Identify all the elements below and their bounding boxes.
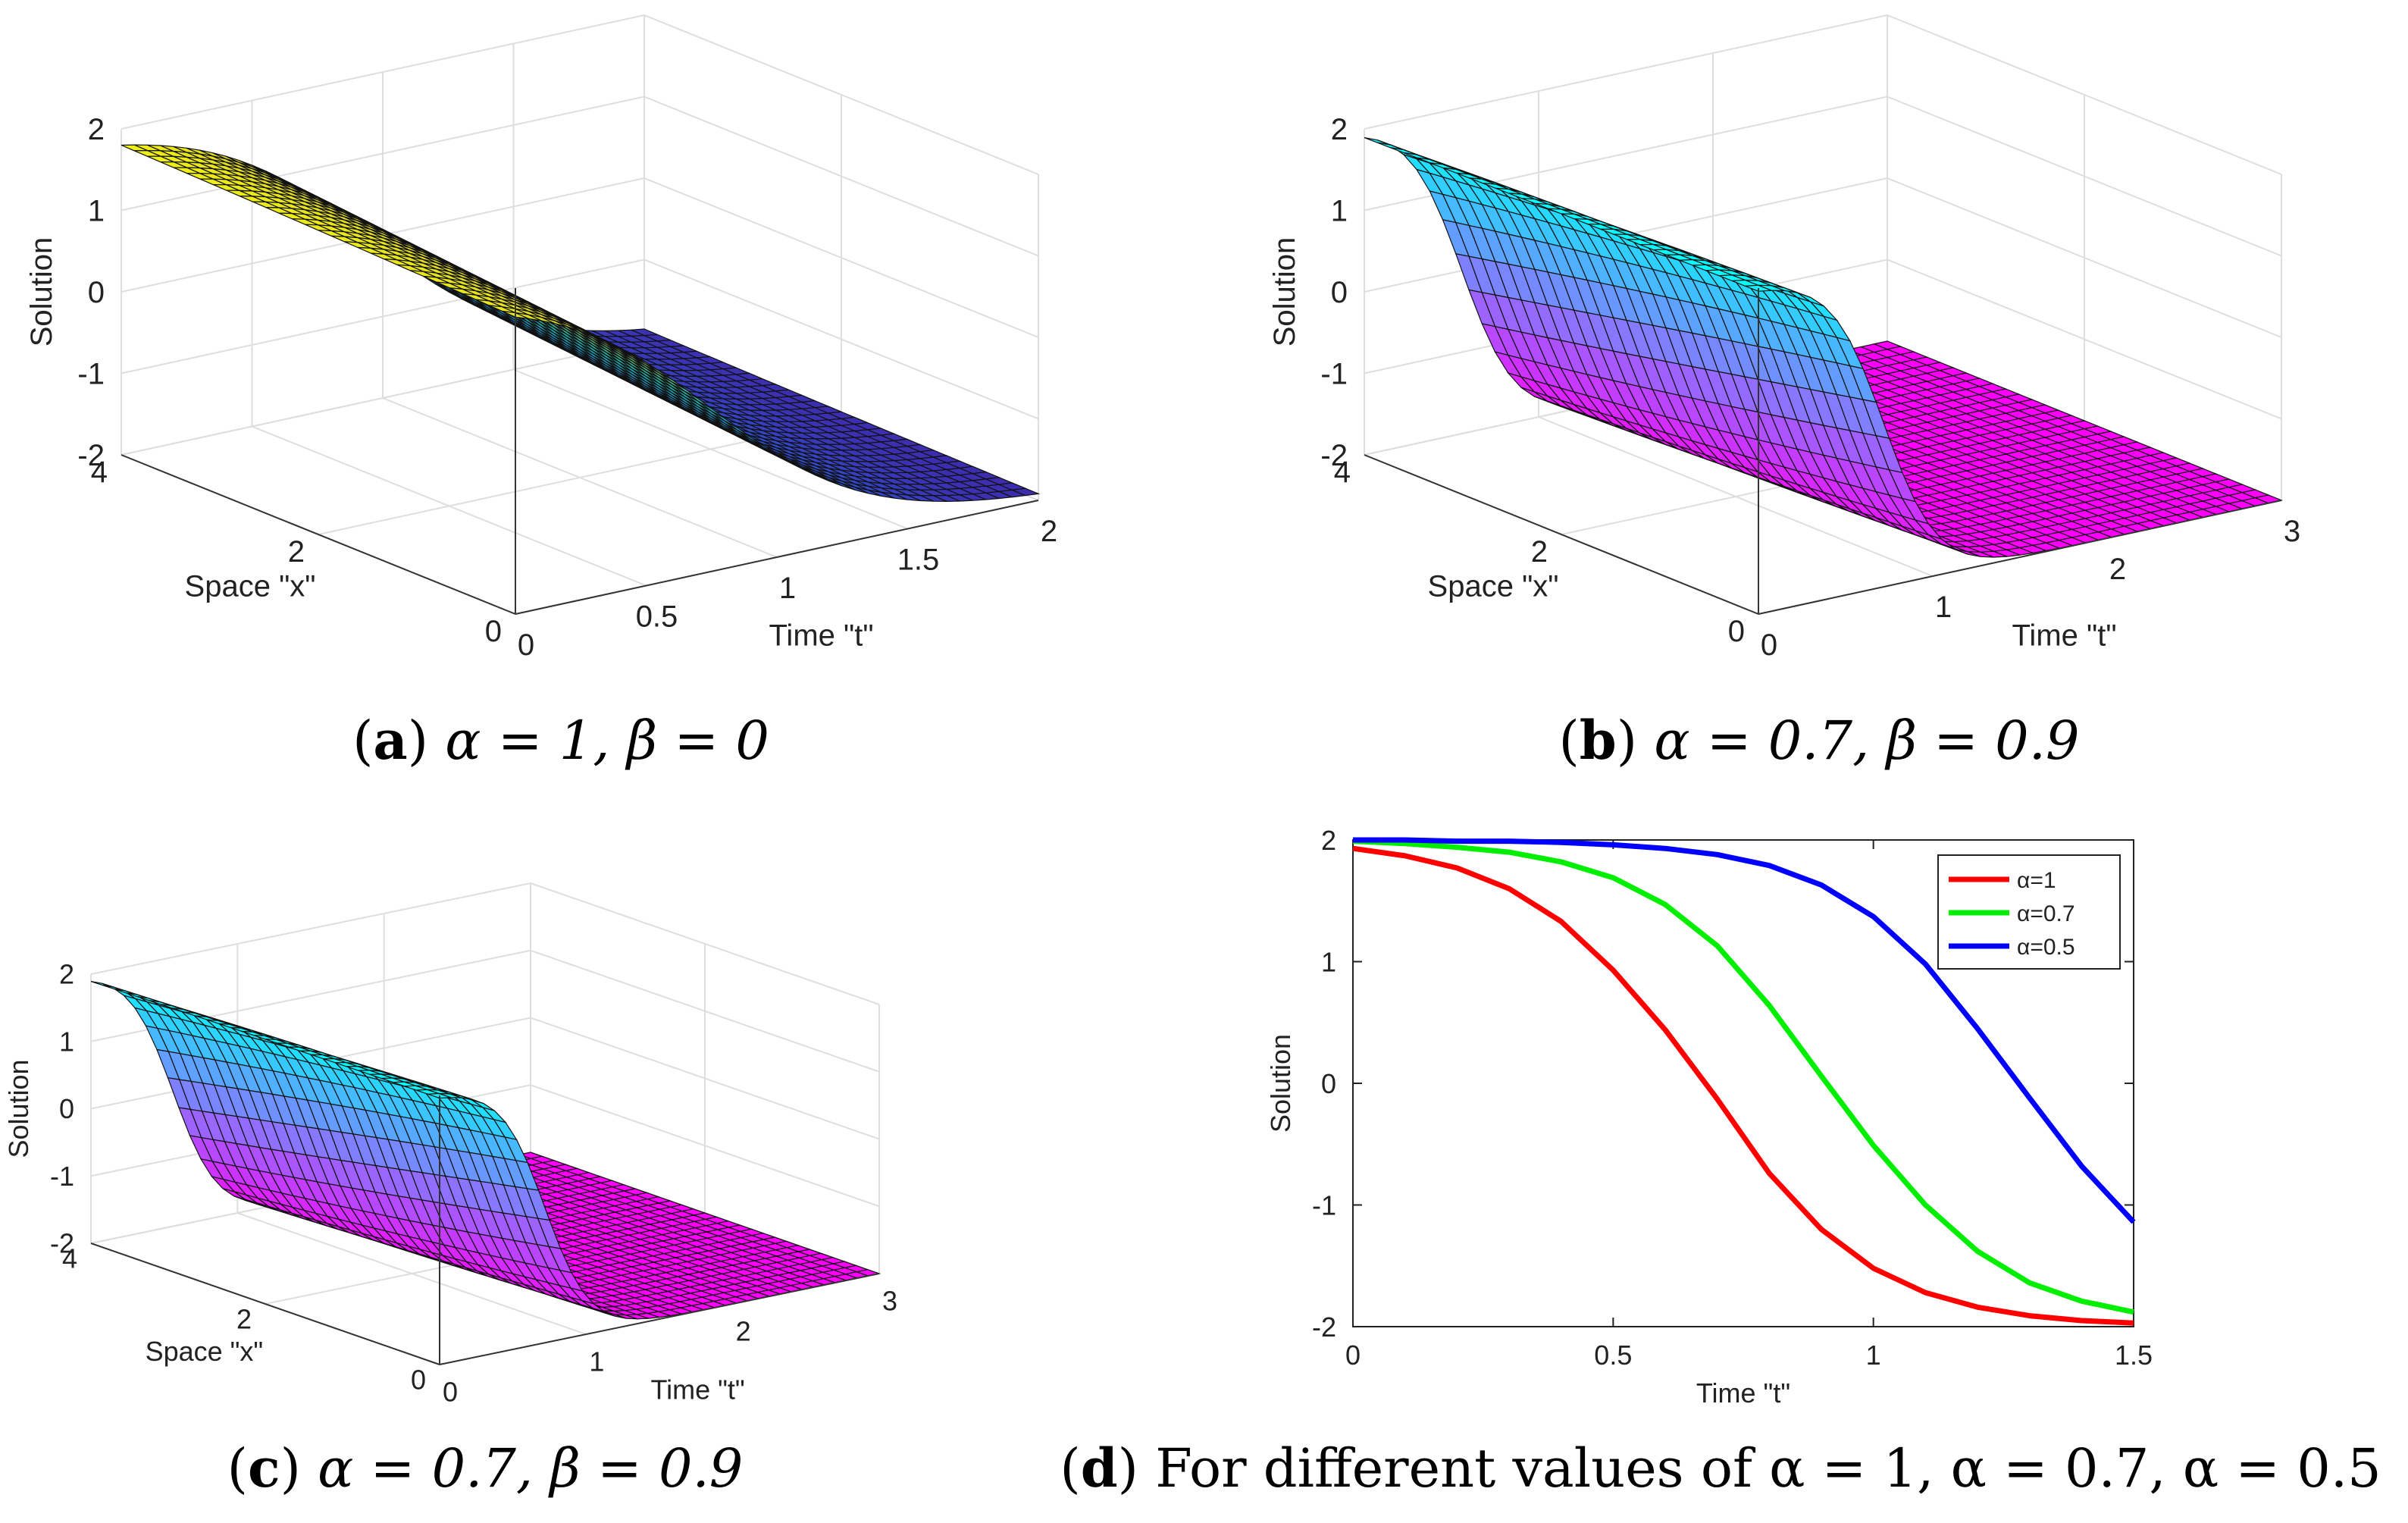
y-axis-label: Solution	[1265, 1034, 1296, 1133]
z-axis-label: Solution	[3, 1059, 34, 1158]
panel-c: -2 -1 0 1 2 0 2 4 0 1 2 3 Solution Space "x" Time "t"	[0, 819, 955, 1418]
x-tick-label: 1	[1866, 1340, 1881, 1371]
z-tick-label: -2	[50, 1228, 74, 1259]
t-tick-label: 2	[736, 1316, 751, 1347]
x-tick-label: 4	[1334, 456, 1351, 489]
y-tick-label: -1	[1312, 1190, 1336, 1221]
surface-patch	[1010, 487, 1041, 497]
caption-c: (c) α = 0.7, β = 0.9	[227, 1437, 744, 1499]
z-axis-label: Solution	[1268, 237, 1301, 347]
z-tick-label: 0	[59, 1093, 74, 1124]
floor-gridline	[382, 397, 778, 558]
legend-label: α=0.7	[2017, 901, 2075, 926]
x-tick-label: 2	[236, 1303, 252, 1334]
z-tick-label: 1	[1331, 195, 1348, 228]
series-line-2	[1353, 837, 2136, 1224]
caption-a: (a) α = 1, β = 0	[352, 709, 769, 772]
t-tick-label: 1.5	[897, 544, 940, 577]
y-tick-label: 1	[1321, 947, 1336, 978]
z-tick-label: 0	[88, 276, 105, 309]
surface-mesh	[90, 981, 881, 1320]
caption-d: (d) For different values of α = 1, α = 0…	[1060, 1437, 2381, 1499]
floor-gridline	[252, 425, 647, 587]
t-axis-line	[439, 1273, 880, 1365]
t-axis-label: Time "t"	[2012, 619, 2116, 653]
y-tick-label: 0	[1321, 1068, 1336, 1099]
z-tick-label: -1	[50, 1161, 74, 1192]
t-tick-label: 1	[1935, 591, 1952, 624]
t-tick-label: 1	[779, 572, 796, 605]
legend-label: α=0.5	[2017, 935, 2075, 960]
z-tick-label: 2	[59, 959, 74, 990]
t-tick-label: 2	[1041, 515, 1057, 548]
x-axis-line	[1364, 454, 1759, 615]
z-tick-label: 1	[59, 1026, 74, 1057]
x-tick-label: 2	[288, 535, 305, 569]
surface-patch	[1771, 285, 1799, 293]
panel-b: -2 -1 0 1 2 0 2 4 0 1 2 3 Solution Space "x" Time "t"	[1243, 0, 2403, 705]
x-tick-label: 0	[1345, 1340, 1361, 1371]
panel-d: 0 0.5 1 1.5 -2 -1 0 1 2 Time "t" Solution α=1 α=0.7 α…	[1243, 819, 2228, 1418]
panel-a: -2 -1 0 1 2 0 2 4 0 0.5 1 1.5 2 Solution Space "x" Time…	[0, 0, 1107, 705]
x-axis-label: Space "x"	[185, 570, 316, 603]
surface-chart-a: -2 -1 0 1 2 0 2 4 0 0.5 1 1.5 2 Solution Space "x" Time…	[25, 14, 1057, 662]
series-line-0	[1352, 845, 2134, 1326]
z-tick-label: -1	[77, 358, 105, 391]
t-tick-label: 0	[518, 628, 534, 662]
x-tick-label: 0	[1728, 615, 1745, 648]
t-axis-line	[1758, 500, 2282, 615]
t-axis-label: Time "t"	[769, 619, 873, 653]
x-tick-label: 4	[62, 1243, 77, 1274]
x-axis-label: Time "t"	[1696, 1377, 1790, 1409]
surface-mesh	[1364, 137, 2284, 558]
x-axis-line	[121, 454, 516, 615]
x-tick-label: 0	[485, 615, 502, 648]
x-axis-line	[90, 1243, 440, 1365]
t-tick-label: 1	[589, 1346, 604, 1377]
t-tick-label: 0	[1761, 628, 1777, 662]
t-tick-label: 3	[882, 1286, 897, 1317]
surface-chart-c: -2 -1 0 1 2 0 2 4 0 1 2 3 Solution Space "x" Time "t"	[3, 882, 897, 1408]
t-tick-label: 0.5	[636, 600, 678, 634]
series-line-1	[1352, 838, 2134, 1315]
z-axis-label: Solution	[25, 237, 58, 347]
z-tick-label: 2	[88, 113, 105, 146]
z-tick-label: 2	[1331, 113, 1348, 146]
z-tick-label: -1	[1320, 358, 1348, 391]
t-tick-label: 2	[2109, 553, 2126, 586]
t-tick-label: 3	[2284, 515, 2300, 548]
caption-b: (b) α = 0.7, β = 0.9	[1558, 709, 2080, 772]
surface-mesh	[121, 144, 1041, 503]
y-tick-label: -2	[1312, 1311, 1336, 1343]
wall-gridline	[121, 14, 1039, 175]
z-tick-label: -2	[77, 439, 105, 472]
floor-gridline	[237, 1212, 587, 1335]
line-chart-d: 0 0.5 1 1.5 -2 -1 0 1 2 Time "t" Solution α=1 α=0.7 α…	[1265, 825, 2153, 1409]
y-tick-label: 2	[1321, 825, 1336, 856]
t-axis-label: Time "t"	[650, 1374, 744, 1405]
x-tick-label: 0	[411, 1364, 426, 1395]
x-tick-label: 0.5	[1594, 1340, 1632, 1371]
z-tick-label: 1	[88, 195, 105, 228]
floor-gridline	[1538, 416, 1934, 577]
wall-gridline	[1364, 14, 2282, 175]
t-tick-label: 0	[443, 1377, 458, 1408]
surface-chart-b: -2 -1 0 1 2 0 2 4 0 1 2 3 Solution Space "x" Time "t"	[1268, 14, 2300, 662]
x-tick-label: 2	[1531, 535, 1548, 569]
x-tick-label: 1.5	[2115, 1340, 2153, 1371]
z-tick-label: -2	[1320, 439, 1348, 472]
z-tick-label: 0	[1331, 276, 1348, 309]
t-axis-line	[515, 500, 1039, 615]
x-axis-label: Space "x"	[146, 1336, 264, 1367]
x-tick-label: 4	[91, 456, 108, 489]
wall-gridline	[90, 882, 880, 1005]
floor-gridline	[513, 368, 908, 530]
legend-label: α=1	[2017, 868, 2056, 893]
x-axis-label: Space "x"	[1428, 570, 1559, 603]
